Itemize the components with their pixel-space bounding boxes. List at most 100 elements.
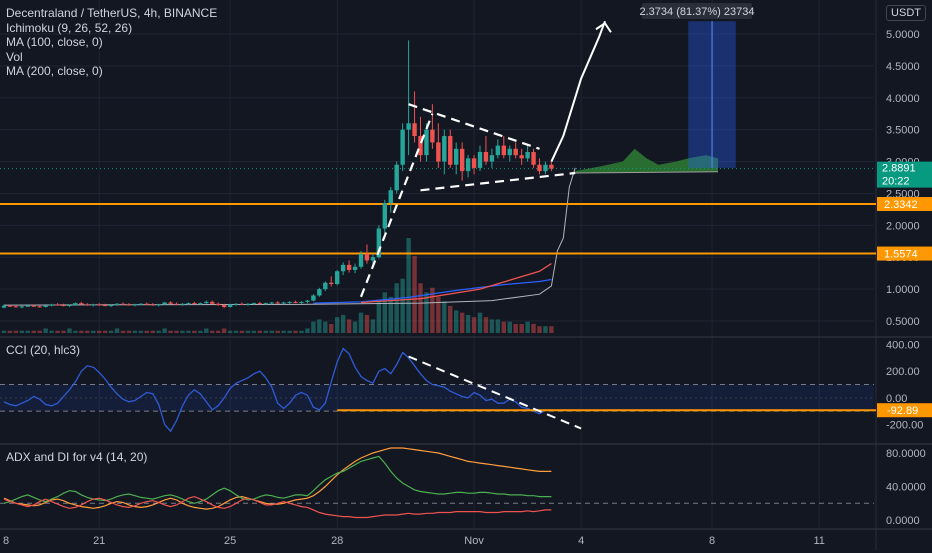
- level-tag-bg: [877, 246, 932, 261]
- candle-body: [352, 266, 358, 270]
- cci-title[interactable]: CCI (20, hlc3): [6, 343, 81, 357]
- volume-bar: [73, 330, 78, 333]
- time-axis-label: 25: [224, 535, 236, 547]
- candle-body: [204, 301, 209, 304]
- candle-body: [263, 303, 268, 305]
- candle-body: [412, 123, 417, 137]
- volume-bar: [293, 330, 298, 333]
- candle-body: [501, 145, 506, 156]
- volume-bar: [495, 319, 501, 333]
- candle-body: [299, 301, 304, 303]
- adx-axis-label: 40.0000: [886, 482, 926, 494]
- volume-bar: [287, 330, 292, 333]
- candle-body: [305, 300, 310, 302]
- candle-body: [55, 304, 60, 306]
- volume-bar: [43, 328, 48, 333]
- indicator-ma200[interactable]: MA (200, close, 0): [6, 64, 103, 78]
- volume-bar: [543, 326, 548, 333]
- candle-body: [382, 203, 387, 229]
- volume-bar: [370, 319, 376, 333]
- ma200-line: [360, 263, 552, 304]
- volume-bar: [507, 321, 512, 333]
- chart-title[interactable]: Decentraland / TetherUS, 4h, BINANCE: [6, 6, 218, 20]
- volume-bar: [477, 312, 483, 333]
- indicator-vol[interactable]: Vol: [6, 49, 23, 64]
- currency-button[interactable]: USDT: [886, 5, 926, 21]
- candle-body: [251, 303, 257, 305]
- volume-bar: [192, 330, 197, 333]
- volume-bar: [13, 330, 19, 333]
- volume-bar: [1, 330, 7, 333]
- candle-body: [233, 303, 239, 305]
- candle-body: [531, 151, 536, 165]
- volume-bar: [251, 330, 257, 333]
- volume-bar: [317, 319, 322, 333]
- candle-body: [67, 305, 72, 307]
- triangle-upper-line: [408, 103, 540, 150]
- volume-bar: [501, 321, 506, 333]
- ichimoku-cloud: [575, 148, 718, 174]
- volume-bar: [364, 314, 370, 333]
- candle-body: [19, 306, 25, 308]
- price-axis-label: 1.0000: [886, 284, 920, 296]
- measure-label: 2.3734 (81.37%) 23734: [640, 6, 755, 18]
- volume-bar: [519, 323, 524, 333]
- volume-bar: [525, 321, 530, 333]
- candle-body: [43, 305, 48, 307]
- cci-value-tag-bg: [877, 403, 932, 418]
- volume-bar: [150, 330, 155, 333]
- volume-bar: [465, 314, 471, 333]
- volume-bar: [31, 330, 36, 333]
- volume-bar: [174, 330, 179, 333]
- volume-bar: [275, 330, 280, 333]
- volume-bar: [531, 323, 536, 333]
- indicator-ma100[interactable]: MA (100, close, 0): [6, 35, 103, 49]
- candle-body: [180, 303, 185, 305]
- volume-bar: [144, 330, 149, 333]
- candle-body: [465, 158, 471, 172]
- candle-body: [138, 303, 144, 305]
- volume-bar: [400, 278, 405, 333]
- countdown-label: 20:22: [882, 176, 910, 188]
- adx-axis-label: 80.0000: [886, 448, 926, 460]
- volume-bar: [126, 330, 132, 333]
- candle-body: [73, 303, 78, 306]
- volume-bar: [430, 287, 435, 333]
- volume-bar: [329, 323, 334, 333]
- volume-bar: [263, 330, 268, 333]
- indicator-ichimoku[interactable]: Ichimoku (9, 26, 52, 26): [6, 20, 133, 35]
- candle-body: [495, 145, 501, 156]
- volume-bar: [388, 296, 393, 333]
- candle-body: [364, 254, 370, 261]
- candle-body: [489, 155, 495, 162]
- volume-bar: [120, 330, 126, 333]
- candle-body: [156, 304, 161, 306]
- measure-label-bg: [642, 3, 752, 19]
- candle-body: [329, 282, 334, 285]
- volume-bar: [412, 256, 417, 333]
- candle-body: [358, 254, 364, 267]
- candle-body: [97, 304, 102, 306]
- candle-body: [525, 151, 530, 159]
- candle-body: [186, 303, 191, 305]
- volume-bar: [186, 330, 191, 333]
- volume-bar: [85, 330, 90, 333]
- level-tag-label: 1.5574: [884, 249, 918, 261]
- candle-body: [61, 305, 66, 307]
- volume-bar: [132, 330, 138, 333]
- volume-bar: [7, 330, 13, 333]
- adx-title[interactable]: ADX and DI for v4 (14, 20): [6, 450, 148, 464]
- candle-body: [1, 305, 7, 308]
- candle-body: [448, 136, 453, 165]
- candle-body: [150, 304, 155, 306]
- ichimoku-span-b: [575, 171, 719, 174]
- candle-body: [394, 164, 399, 191]
- volume-bar: [418, 283, 423, 333]
- volume-bar: [358, 312, 364, 333]
- candle-body: [442, 136, 447, 162]
- candle-body: [239, 303, 245, 305]
- volume-bar: [55, 330, 60, 333]
- candle-body: [477, 151, 483, 168]
